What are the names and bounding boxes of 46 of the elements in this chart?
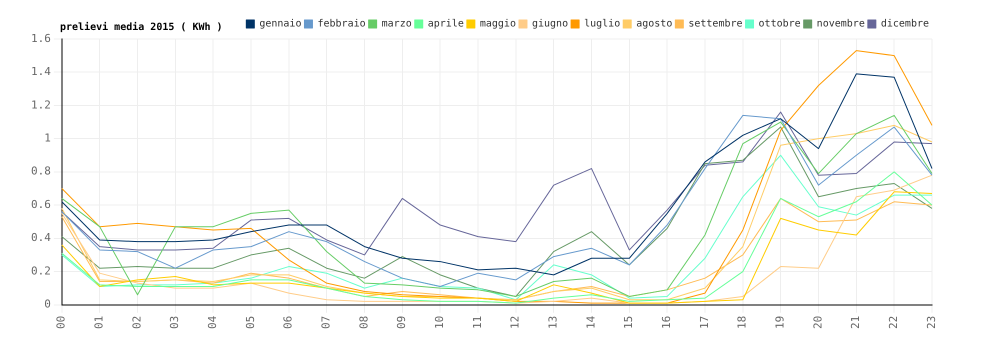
x-tick-label: 04 <box>206 315 220 330</box>
x-tick-label: 01 <box>92 316 106 330</box>
legend-label: novembre <box>816 18 865 30</box>
x-tick-label: 18 <box>736 316 749 330</box>
y-tick-label: 0.6 <box>30 198 51 211</box>
legend-label: settembre <box>688 18 743 30</box>
x-tick-label: 05 <box>244 316 257 330</box>
legend-label: dicembre <box>880 18 930 30</box>
legend-label: giugno <box>532 18 568 30</box>
legend-label: febbraio <box>317 18 366 30</box>
y-tick-label: 0.2 <box>30 264 51 278</box>
x-tick-label: 08 <box>357 316 370 330</box>
chart-title: prelievi media 2015 ( KWh ) <box>60 22 223 33</box>
x-tick-label: 13 <box>546 316 560 330</box>
x-tick-label: 22 <box>887 316 900 330</box>
y-tick-label: 1.6 <box>30 32 51 45</box>
legend-label: gennaio <box>259 18 302 30</box>
y-tick-label: 1 <box>44 132 51 145</box>
legend-label: marzo <box>382 18 412 30</box>
y-tick-label: 0.4 <box>30 231 52 244</box>
x-tick-label: 20 <box>811 316 824 330</box>
x-tick-label: 06 <box>282 316 295 330</box>
y-tick-label: 1.4 <box>30 65 52 78</box>
x-tick-label: 11 <box>470 316 484 330</box>
x-tick-label: 21 <box>849 316 862 330</box>
x-tick-label: 02 <box>130 316 144 330</box>
x-tick-label: 19 <box>774 316 787 330</box>
x-tick-label: 00 <box>54 316 68 330</box>
x-tick-label: 16 <box>660 316 674 330</box>
x-tick-label: 10 <box>433 316 446 330</box>
legend-label: agosto <box>636 18 672 30</box>
legend-label: maggio <box>480 18 516 30</box>
x-tick-label: 17 <box>698 316 711 330</box>
legend-label: aprile <box>428 18 464 30</box>
x-tick-label: 14 <box>584 315 598 330</box>
x-tick-label: 23 <box>924 316 938 330</box>
x-tick-label: 12 <box>508 316 522 330</box>
y-tick-label: 0.8 <box>30 164 51 178</box>
y-tick-label: 0 <box>44 298 51 311</box>
x-tick-label: 09 <box>395 316 408 330</box>
x-tick-label: 07 <box>320 316 333 330</box>
legend-label: luglio <box>584 18 620 30</box>
y-tick-label: 1.2 <box>30 98 51 112</box>
x-tick-label: 15 <box>622 316 636 330</box>
legend-label: ottobre <box>758 18 801 30</box>
x-tick-label: 03 <box>168 316 182 330</box>
